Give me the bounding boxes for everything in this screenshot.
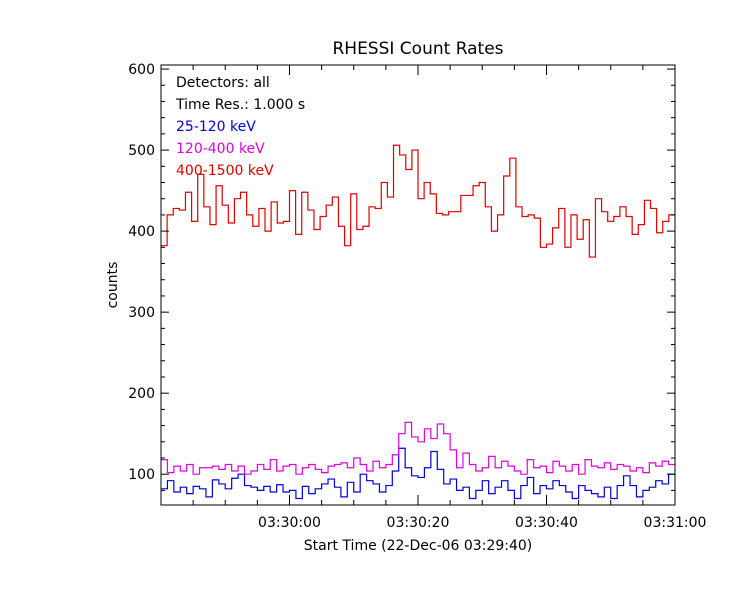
series-line-1 (161, 421, 675, 475)
legend-entry: 120-400 keV (176, 141, 265, 157)
series-line-0 (161, 447, 675, 500)
x-axis-label: Start Time (22-Dec-06 03:29:40) (304, 538, 532, 554)
y-tick-label: 500 (128, 143, 155, 159)
annotation-text: Detectors: all (176, 75, 270, 91)
plot-area (161, 144, 675, 500)
x-tick-label: 03:30:00 (258, 515, 321, 531)
y-tick-label: 200 (128, 386, 155, 402)
x-tick-label: 03:30:20 (387, 515, 450, 531)
legend: Detectors: all Time Res.: 1.000 s 25-120 k… (175, 75, 305, 179)
legend-entry: 25-120 keV (176, 119, 256, 135)
x-tick-label: 03:30:40 (515, 515, 578, 531)
x-tick-label: 03:31:00 (644, 515, 707, 531)
y-tick-label: 300 (128, 305, 155, 321)
legend-entry: 400-1500 keV (176, 163, 274, 179)
series-line-2 (161, 144, 675, 258)
annotation-text: Time Res.: 1.000 s (175, 97, 305, 113)
y-tick-label: 600 (128, 62, 155, 78)
y-tick-label: 400 (128, 224, 155, 240)
y-axis-label: counts (105, 262, 121, 309)
y-tick-label: 100 (128, 467, 155, 483)
axes: 100 200 300 400 500 600 03:30:00 03:30:20 03:30:… (128, 62, 706, 531)
chart-title: RHESSI Count Rates (332, 39, 503, 59)
